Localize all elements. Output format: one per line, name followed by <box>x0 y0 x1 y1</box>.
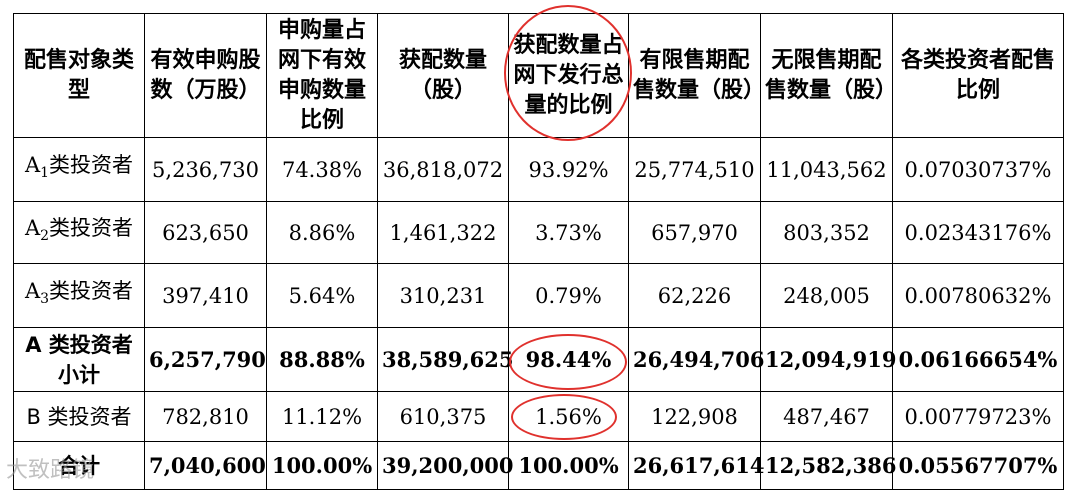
unrestricted-cell: 248,005 <box>760 263 893 328</box>
allocated-cell: 36,818,072 <box>377 137 509 202</box>
alloc-ratio-cell: 98.44% <box>508 327 629 392</box>
unrestricted-cell: 487,467 <box>760 391 893 442</box>
category-cell: B 类投资者 <box>13 391 145 442</box>
placement-ratio-cell: 0.06166654% <box>892 327 1064 392</box>
allocated-cell: 39,200,000 <box>377 441 514 490</box>
sub-ratio-cell: 5.64% <box>266 263 378 328</box>
category-cell: A 类投资者小计 <box>13 327 145 392</box>
category-cell: A2类投资者 <box>13 201 145 264</box>
placement-ratio-cell: 0.02343176% <box>892 201 1064 264</box>
unrestricted-cell: 12,582,386 <box>760 441 897 490</box>
header-sub-ratio: 申购量占网下有效申购数量比例 <box>266 13 378 138</box>
header-placement-ratio: 各类投资者配售比例 <box>892 13 1064 138</box>
alloc-ratio-cell: 93.92% <box>508 137 629 202</box>
allocated-cell: 310,231 <box>377 263 509 328</box>
category-cell: 合计 <box>13 441 145 490</box>
allocated-cell: 610,375 <box>377 391 509 442</box>
restricted-cell: 26,617,614 <box>628 441 765 490</box>
subscribed-cell: 7,040,600 <box>144 441 267 490</box>
subscribed-cell: 782,810 <box>144 391 267 442</box>
sub-ratio-cell: 8.86% <box>266 201 378 264</box>
sub-ratio-cell: 74.38% <box>266 137 378 202</box>
sub-ratio-cell: 11.12% <box>266 391 378 442</box>
header-row: 配售对象类型 有效申购股数（万股） 申购量占网下有效申购数量比例 获配数量（股）… <box>13 13 1064 138</box>
allocated-cell: 1,461,322 <box>377 201 509 264</box>
header-alloc-ratio: 获配数量占网下发行总量的比例 <box>508 13 629 138</box>
header-restricted: 有限售期配售数量（股） <box>628 13 765 138</box>
placement-ratio-cell: 0.07030737% <box>892 137 1064 202</box>
header-category: 配售对象类型 <box>13 13 145 138</box>
header-subscribed: 有效申购股数（万股） <box>144 13 267 138</box>
category-cell: A3类投资者 <box>13 263 145 328</box>
table-row-subtotal: A 类投资者小计 6,257,790 88.88% 38,589,625 98.… <box>13 327 1064 392</box>
restricted-cell: 62,226 <box>628 263 761 328</box>
placement-ratio-cell: 0.00780632% <box>892 263 1064 328</box>
header-unrestricted: 无限售期配售数量（股） <box>760 13 897 138</box>
subscribed-cell: 623,650 <box>144 201 267 264</box>
placement-ratio-cell: 0.00779723% <box>892 391 1064 442</box>
table-row: A2类投资者 623,650 8.86% 1,461,322 3.73% 657… <box>13 201 1064 264</box>
sub-ratio-cell: 88.88% <box>266 327 378 392</box>
restricted-cell: 26,494,706 <box>628 327 765 392</box>
table-row: B 类投资者 782,810 11.12% 610,375 1.56% 122,… <box>13 391 1064 442</box>
unrestricted-cell: 803,352 <box>760 201 893 264</box>
allocation-table: 配售对象类型 有效申购股数（万股） 申购量占网下有效申购数量比例 获配数量（股）… <box>13 13 1064 490</box>
sub-ratio-cell: 100.00% <box>266 441 378 490</box>
watermark-text: 大致路镜 <box>6 458 95 483</box>
alloc-ratio-cell: 100.00% <box>508 441 629 490</box>
category-cell: A1类投资者 <box>13 137 145 202</box>
subscribed-cell: 397,410 <box>144 263 267 328</box>
unrestricted-cell: 11,043,562 <box>760 137 893 202</box>
placement-ratio-cell: 0.05567707% <box>892 441 1064 490</box>
subscribed-cell: 5,236,730 <box>144 137 267 202</box>
restricted-cell: 657,970 <box>628 201 761 264</box>
restricted-cell: 25,774,510 <box>628 137 761 202</box>
alloc-ratio-cell: 3.73% <box>508 201 629 264</box>
table-row: A3类投资者 397,410 5.64% 310,231 0.79% 62,22… <box>13 263 1064 328</box>
subscribed-cell: 6,257,790 <box>144 327 267 392</box>
allocated-cell: 38,589,625 <box>377 327 514 392</box>
header-allocated: 获配数量（股） <box>377 13 509 138</box>
unrestricted-cell: 12,094,919 <box>760 327 897 392</box>
table-row: A1类投资者 5,236,730 74.38% 36,818,072 93.92… <box>13 137 1064 202</box>
table-row-total: 合计 7,040,600 100.00% 39,200,000 100.00% … <box>13 441 1064 490</box>
alloc-ratio-cell: 0.79% <box>508 263 629 328</box>
alloc-ratio-cell: 1.56% <box>508 391 629 442</box>
restricted-cell: 122,908 <box>628 391 761 442</box>
